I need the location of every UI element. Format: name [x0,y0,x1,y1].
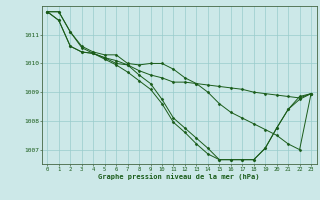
X-axis label: Graphe pression niveau de la mer (hPa): Graphe pression niveau de la mer (hPa) [99,173,260,180]
